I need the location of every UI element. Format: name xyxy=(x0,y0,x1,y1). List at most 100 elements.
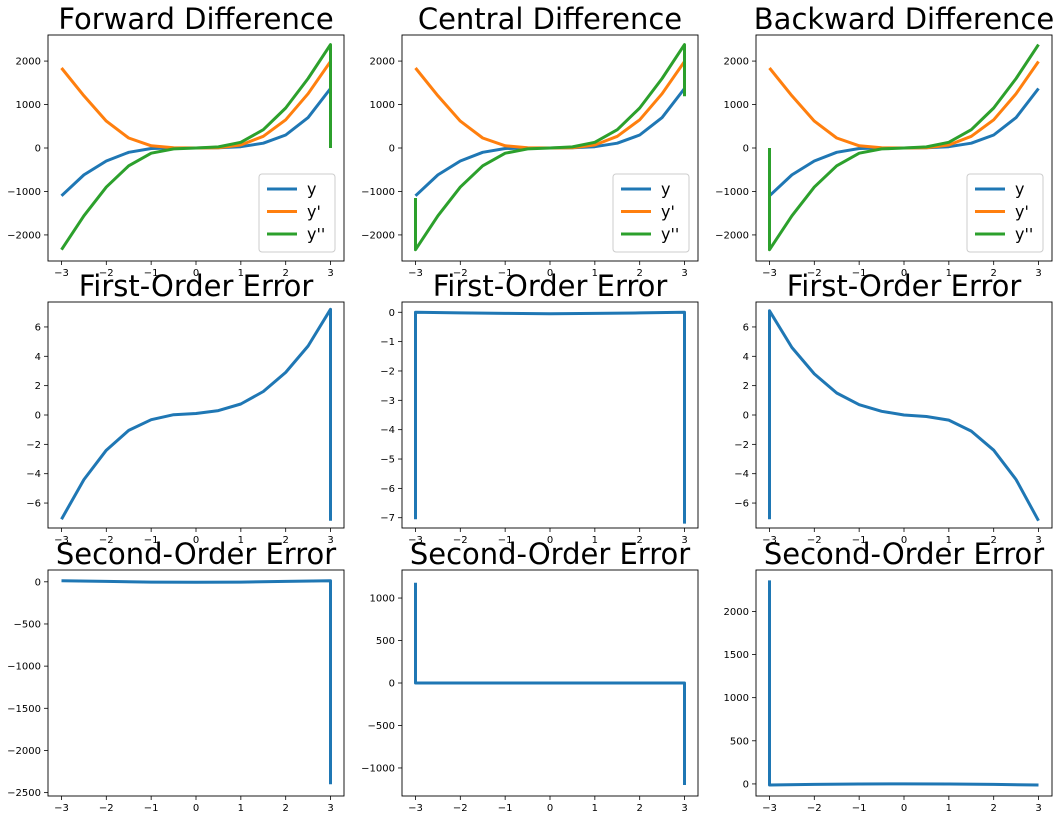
subplot-9: Second-Order Error−3 −2 −1 0 1 2 3050010001500… xyxy=(724,537,1053,814)
y-tick-label: 0 xyxy=(35,411,41,422)
y-tick-label: −2 xyxy=(380,366,395,377)
subplot-title: Central Difference xyxy=(418,2,682,36)
y-tick-label: 0 xyxy=(35,144,41,155)
x-tick-label: 3 xyxy=(681,803,687,814)
x-tick-label: 2 xyxy=(991,803,997,814)
x-tick-label: 0 xyxy=(547,268,553,279)
subplot-2: Central Difference −3 −2 −1 0 1 2 3 −2000 −1000 0 1… xyxy=(361,2,699,279)
y-tick-label: −2000 xyxy=(361,230,395,241)
x-tick-label: −1 xyxy=(144,803,159,814)
y-tick-label: 500 xyxy=(376,636,395,647)
x-tick-label: −1 xyxy=(498,535,513,546)
subplot-7: Second-Order Error−3 −2 −1 0 1 2 3−2500−2000−1… xyxy=(7,537,345,814)
y-tick-label: −3 xyxy=(380,396,395,407)
y-tick-label: 2000 xyxy=(724,57,749,68)
axes-frame xyxy=(401,301,699,529)
y-tick-label: −4 xyxy=(26,469,41,480)
legend-label: y' xyxy=(307,202,321,221)
y-tick-label: 0 xyxy=(389,144,395,155)
x-tick-label: 0 xyxy=(901,535,907,546)
y-tick-label: 500 xyxy=(730,736,749,747)
subplot-title: First-Order Error xyxy=(787,269,1022,303)
x-tick-label: −3 xyxy=(762,535,777,546)
subplot-title: Backward Difference xyxy=(754,2,1054,36)
x-tick-label: −1 xyxy=(852,268,867,279)
y-tick-label: 2000 xyxy=(370,57,395,68)
series-line-yp xyxy=(60,60,332,150)
y-tick-label: 6 xyxy=(35,322,41,333)
y-tick-label: 0 xyxy=(743,779,749,790)
x-tick-label: 3 xyxy=(327,268,333,279)
x-tick-label: 0 xyxy=(901,803,907,814)
x-tick-label: −3 xyxy=(54,268,69,279)
x-tick-label: −3 xyxy=(408,535,423,546)
y-tick-label: −6 xyxy=(380,484,395,495)
x-tick-label: −1 xyxy=(144,535,159,546)
x-tick-label: 1 xyxy=(592,268,598,279)
series-line-y xyxy=(414,310,686,524)
y-tick-label: −500 xyxy=(14,619,41,630)
x-tick-label: 1 xyxy=(946,535,952,546)
x-tick-label: 0 xyxy=(547,535,553,546)
y-tick-label: −500 xyxy=(368,721,395,732)
y-tick-label: 0 xyxy=(389,679,395,690)
subplot-3: Backward Difference −3 −2 −1 0 1 2 3 −2000 −1000 0… xyxy=(715,2,1054,279)
x-tick-label: −3 xyxy=(762,268,777,279)
x-tick-label: −1 xyxy=(852,535,867,546)
y-tick-label: 4 xyxy=(743,352,749,363)
y-tick-label: 6 xyxy=(743,322,749,333)
x-tick-label: 3 xyxy=(681,268,687,279)
x-tick-label: 2 xyxy=(991,268,997,279)
y-tick-label: 1500 xyxy=(724,650,749,661)
y-tick-label: 2 xyxy=(35,381,41,392)
x-tick-label: −1 xyxy=(498,268,513,279)
legend-label: y xyxy=(1015,180,1024,199)
y-tick-label: −1000 xyxy=(7,662,41,673)
y-tick-label: 0 xyxy=(389,308,395,319)
y-tick-label: 1000 xyxy=(370,100,395,111)
y-tick-label: −5 xyxy=(380,455,395,466)
x-tick-label: −3 xyxy=(54,535,69,546)
x-tick-label: −2 xyxy=(807,803,822,814)
series-line-ypp xyxy=(414,43,686,252)
y-tick-label: −4 xyxy=(380,425,395,436)
x-tick-label: −1 xyxy=(498,803,513,814)
subplot-title: Second-Order Error xyxy=(410,537,690,571)
legend: y y' y'' xyxy=(258,173,336,253)
series-line-y xyxy=(768,309,1040,522)
x-tick-label: 1 xyxy=(238,535,244,546)
x-tick-label: 2 xyxy=(283,535,289,546)
x-tick-label: 1 xyxy=(238,803,244,814)
x-tick-label: −3 xyxy=(54,803,69,814)
x-tick-label: 1 xyxy=(592,803,598,814)
series-line-yp xyxy=(414,60,686,150)
x-tick-label: 2 xyxy=(283,803,289,814)
axes-frame xyxy=(755,569,1053,797)
x-tick-label: 3 xyxy=(1035,268,1041,279)
subplot-4: First-Order Error −3 −2 −1 0 1 2 3 −6 −4 −2 0 2 4 6 xyxy=(26,269,345,546)
y-tick-label: −1000 xyxy=(361,763,395,774)
y-tick-label: 1000 xyxy=(16,100,41,111)
x-tick-label: 2 xyxy=(637,268,643,279)
x-tick-label: −2 xyxy=(99,803,114,814)
y-tick-label: −1 xyxy=(380,337,395,348)
x-tick-label: 3 xyxy=(681,535,687,546)
x-tick-label: −1 xyxy=(144,268,159,279)
x-tick-label: −2 xyxy=(807,535,822,546)
y-tick-label: −6 xyxy=(26,499,41,510)
series-line-ypp xyxy=(768,43,1040,252)
y-tick-label: 1000 xyxy=(724,100,749,111)
y-tick-label: 0 xyxy=(35,577,41,588)
series-line-y xyxy=(414,582,686,785)
subplot-8: Second-Order Error−3 −2 −1 0 1 2 3−1000−500050… xyxy=(361,537,699,814)
legend-label: y'' xyxy=(661,225,679,244)
y-tick-label: 0 xyxy=(743,144,749,155)
y-tick-label: −1500 xyxy=(7,704,41,715)
x-tick-label: 2 xyxy=(283,268,289,279)
series-line-y xyxy=(60,307,332,521)
y-tick-label: −1000 xyxy=(361,187,395,198)
x-tick-label: −2 xyxy=(99,535,114,546)
subplot-title: First-Order Error xyxy=(79,269,314,303)
x-tick-label: 2 xyxy=(637,803,643,814)
x-tick-label: −2 xyxy=(99,268,114,279)
